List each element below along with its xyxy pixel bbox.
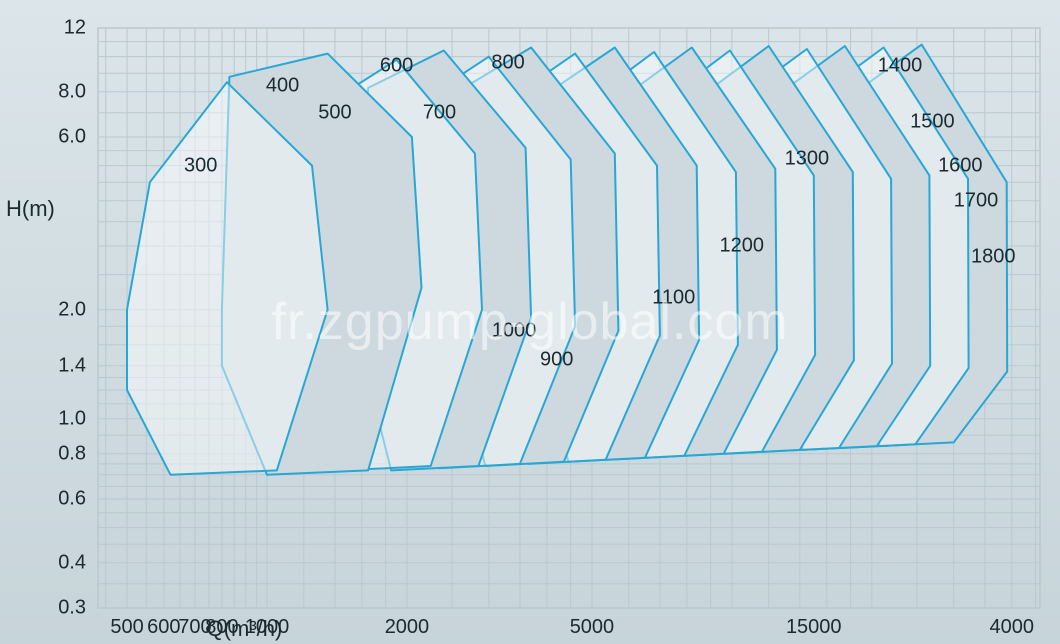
tick-label: 0.8 [58, 442, 86, 465]
tick-label: 2000 [385, 616, 430, 639]
tick-label: 12 [64, 17, 86, 40]
region-label-1400: 1400 [878, 55, 923, 78]
region-label-700: 700 [423, 101, 456, 124]
region-label-600: 600 [380, 55, 413, 78]
tick-label: 1.4 [58, 354, 86, 377]
region-label-400: 400 [266, 74, 299, 97]
region-label-1500: 1500 [910, 110, 955, 133]
tick-label: 5000 [570, 616, 615, 639]
region-label-300: 300 [184, 154, 217, 177]
region-label-1600: 1600 [938, 154, 983, 177]
region-label-1300: 1300 [785, 148, 830, 171]
region-label-1800: 1800 [971, 245, 1016, 268]
region-label-800: 800 [491, 52, 524, 75]
region-label-1200: 1200 [719, 234, 764, 257]
tick-label: 6.0 [58, 125, 86, 148]
chart-stage: 0.30.40.60.81.01.42.06.08.01250060070080… [0, 0, 1060, 644]
tick-label: 0.6 [58, 488, 86, 511]
x-axis-title: Q(m³/h) [207, 616, 283, 642]
y-axis-title: H(m) [6, 196, 55, 222]
tick-label: 2.0 [58, 298, 86, 321]
tick-label: 1.0 [58, 407, 86, 430]
tick-label: 0.4 [58, 551, 86, 574]
tick-label: 0.3 [58, 597, 86, 620]
tick-label: 500 [110, 616, 143, 639]
region-label-1000: 1000 [492, 319, 537, 342]
tick-label: 15000 [786, 616, 842, 639]
region-label-500: 500 [318, 101, 351, 124]
region-label-1700: 1700 [954, 189, 999, 212]
region-label-1100: 1100 [652, 287, 695, 310]
tick-label: 8.0 [58, 80, 86, 103]
region-label-900: 900 [540, 349, 573, 372]
tick-label: 4000 [990, 616, 1035, 639]
tick-label: 600 [147, 616, 180, 639]
